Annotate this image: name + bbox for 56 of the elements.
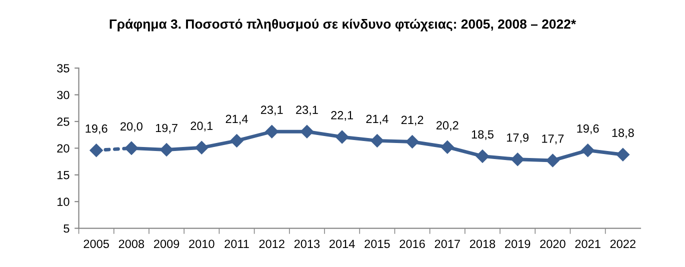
x-tick-label: 2005 <box>84 240 109 248</box>
data-label: 19,7 <box>156 124 178 134</box>
data-label: 20,0 <box>120 122 142 132</box>
y-tick-label: 15 <box>58 171 70 180</box>
point <box>195 141 208 154</box>
point <box>546 154 560 168</box>
y-tick-label: 20 <box>57 144 70 153</box>
x-tick-label: 2009 <box>154 240 180 248</box>
data-label: 18,5 <box>472 130 494 140</box>
x-tick-label: 2013 <box>294 240 320 248</box>
point <box>440 140 454 154</box>
point <box>90 144 103 157</box>
x-tick-label: 2020 <box>540 240 566 248</box>
y-tick-label: 35 <box>57 64 70 72</box>
data-label: 19,6 <box>86 124 108 134</box>
point <box>370 134 384 148</box>
x-tick-label: 2014 <box>330 240 355 248</box>
data-label: 17,7 <box>542 134 564 144</box>
point <box>124 142 138 155</box>
y-tick-label: 5 <box>64 224 70 233</box>
x-tick-label: 2022 <box>610 240 636 248</box>
x-tick-label: 2011 <box>224 240 249 248</box>
data-label: 21,4 <box>366 114 388 124</box>
data-label: 20,1 <box>190 122 213 132</box>
data-label: 21,2 <box>401 116 424 126</box>
chart-title: Γράφημα 3. Ποσοστό πληθυσμού σε κίνδυνο φτώχειας: 2005, 2008 – 2022* <box>110 18 576 32</box>
data-label: 21,4 <box>226 114 248 124</box>
data-label: 20,2 <box>436 121 458 131</box>
data-label: 18,8 <box>612 128 634 138</box>
x-tick-label: 2015 <box>364 240 390 248</box>
data-label: 23,1 <box>296 106 318 116</box>
point <box>406 135 419 148</box>
x-tick-label: 2019 <box>505 240 530 248</box>
point <box>616 148 630 162</box>
x-tick-label: 2010 <box>189 240 214 248</box>
x-tick-label: 2017 <box>434 240 460 248</box>
x-tick-label: 2008 <box>118 240 144 248</box>
x-tick-label: 2012 <box>259 240 284 248</box>
point <box>335 130 349 144</box>
data-label: 17,9 <box>507 133 529 144</box>
y-tick-label: 25 <box>57 118 70 126</box>
x-tick-label: 2016 <box>400 240 425 248</box>
data-label: 22,1 <box>331 111 353 121</box>
data-label: 19,6 <box>577 124 599 134</box>
y-tick-label: 30 <box>57 90 70 100</box>
data-label: 23,1 <box>260 106 283 116</box>
x-tick-label: 2021 <box>575 240 600 248</box>
x-tick-label: 2018 <box>470 240 496 248</box>
point <box>300 125 314 138</box>
point <box>476 150 490 163</box>
point <box>581 144 594 157</box>
point <box>511 152 524 166</box>
point <box>230 134 244 148</box>
point <box>265 125 278 138</box>
point <box>160 143 174 156</box>
y-tick-label: 10 <box>58 198 70 206</box>
